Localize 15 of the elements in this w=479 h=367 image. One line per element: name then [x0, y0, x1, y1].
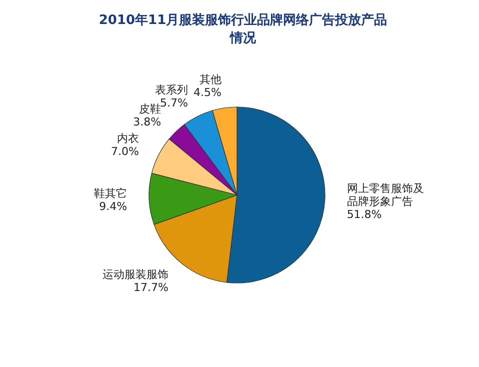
chart-title: 2010年11月服装服饰行业品牌网络广告投放产品情况	[98, 12, 388, 48]
data-label: 51.8%	[346, 208, 382, 221]
data-label: 4.5%	[194, 86, 222, 100]
data-label: 3.8%	[133, 115, 162, 128]
slice-label: 其他	[199, 73, 222, 86]
data-label: 17.7%	[133, 281, 168, 294]
data-label: 5.7%	[160, 96, 188, 110]
slice-label: 网上零售服饰及品牌形象广告	[346, 182, 424, 208]
data-label: 9.4%	[99, 200, 128, 214]
slice-label: 鞋其它	[94, 187, 128, 200]
data-label: 7.0%	[110, 145, 139, 158]
slice-label: 皮鞋	[139, 102, 162, 116]
slice-label: 表系列	[154, 84, 188, 97]
slice-label: 内衣	[116, 132, 139, 146]
slice-label: 运动服装服饰	[102, 268, 168, 282]
